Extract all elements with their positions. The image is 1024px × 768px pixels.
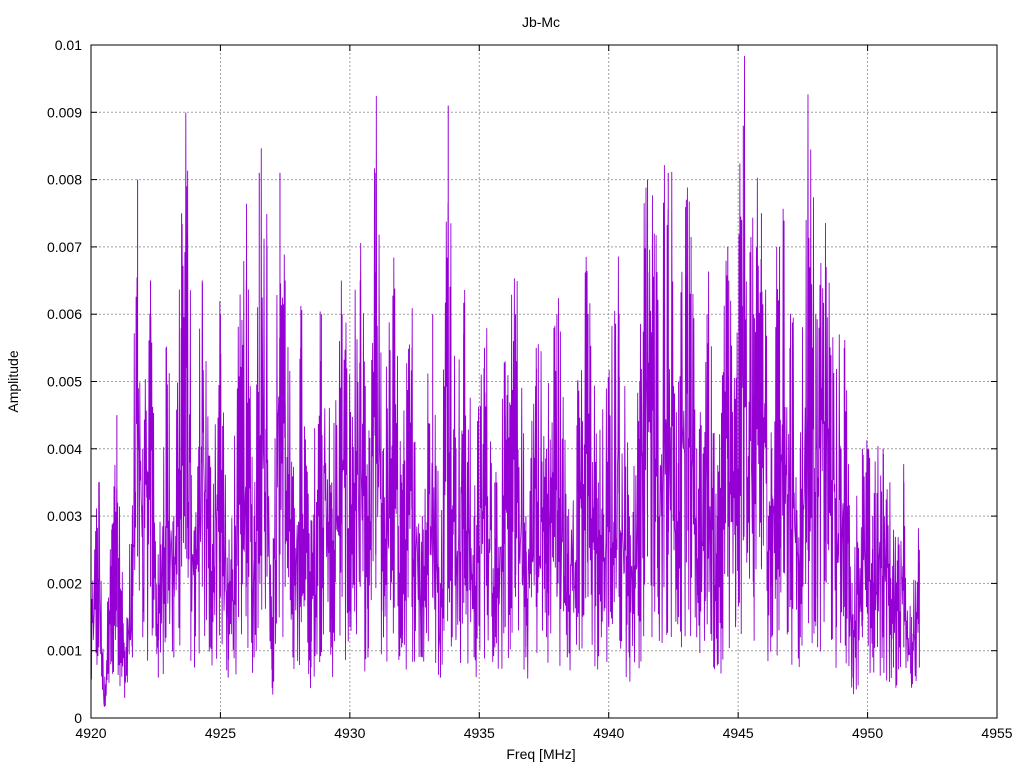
y-tick-label: 0.005	[47, 374, 82, 390]
series-layer	[90, 55, 920, 707]
x-axis-title: Freq [MHz]	[506, 746, 575, 762]
x-tick-label: 4920	[75, 725, 106, 741]
x-tick-labels: 4920 4925 4930 4935 4940 4945 4950 4955	[75, 725, 1012, 741]
y-tick-label: 0.006	[47, 306, 82, 322]
y-tick-label: 0.004	[47, 441, 82, 457]
ticks	[90, 44, 998, 719]
x-tick-label: 4945	[723, 725, 754, 741]
y-tick-label: 0.008	[47, 172, 82, 188]
x-tick-label: 4955	[981, 725, 1012, 741]
chart-title: Jb-Mc	[522, 14, 560, 30]
x-tick-label: 4940	[593, 725, 624, 741]
y-tick-label: 0.002	[47, 575, 82, 591]
y-axis-title: Amplitude	[5, 350, 21, 412]
y-tick-labels: 0 0.001 0.002 0.003 0.004 0.005 0.006 0.007 0.00…	[47, 37, 82, 726]
x-tick-label: 4925	[205, 725, 236, 741]
x-tick-label: 4935	[464, 725, 495, 741]
x-tick-label: 4950	[852, 725, 883, 741]
x-tick-label: 4930	[334, 725, 365, 741]
y-tick-label: 0.003	[47, 508, 82, 524]
y-tick-label: 0.007	[47, 239, 82, 255]
y-tick-label: 0.01	[55, 37, 82, 53]
y-tick-label: 0.001	[47, 643, 82, 659]
series-line	[90, 55, 920, 707]
y-tick-label: 0	[74, 710, 82, 726]
y-tick-label: 0.009	[47, 104, 82, 120]
